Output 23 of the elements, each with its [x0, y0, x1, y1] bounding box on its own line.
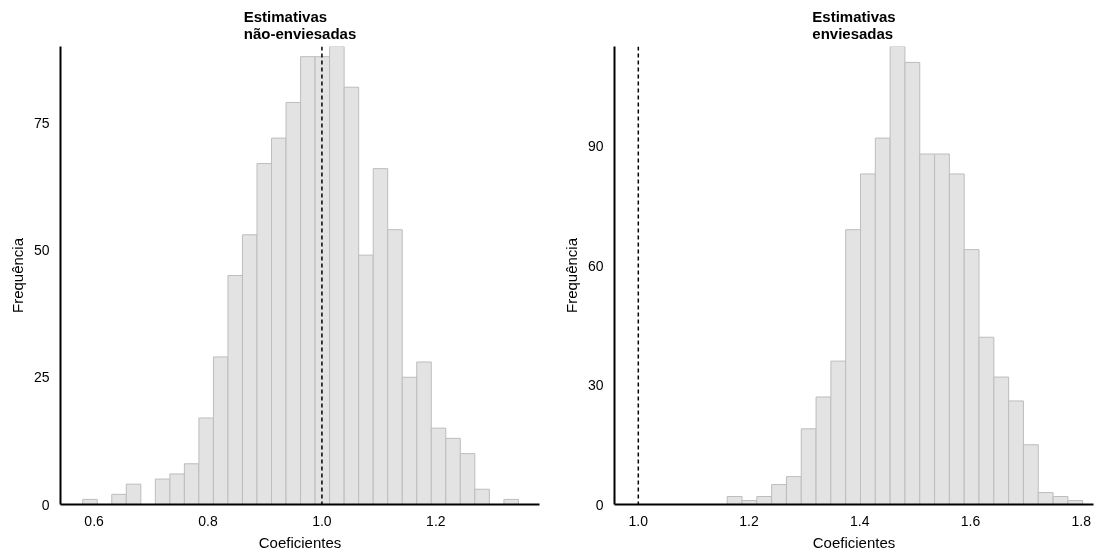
- y-tick-label: 30: [587, 377, 604, 394]
- x-tick-label: 1.0: [312, 512, 332, 529]
- x-axis-title: Coeficientes: [258, 533, 342, 551]
- x-tick-label: 1.6: [960, 512, 981, 529]
- x-axis-title: Coeficientes: [812, 533, 896, 551]
- chart-title: Estimativas enviesadas: [812, 7, 896, 42]
- y-tick-label: 75: [33, 114, 50, 131]
- y-tick-label: 25: [33, 369, 50, 386]
- x-tick-label: 1.2: [426, 512, 446, 529]
- x-tick-label: 1.2: [739, 512, 760, 529]
- x-tick-label: 0.8: [198, 512, 218, 529]
- x-tick-label: 1.4: [850, 512, 870, 529]
- y-tick-label: 50: [33, 242, 50, 259]
- y-axis-title: Frequência: [562, 237, 580, 314]
- x-tick-label: 1.0: [628, 512, 649, 529]
- y-tick-label: 60: [587, 257, 604, 274]
- y-tick-label: 0: [41, 496, 50, 513]
- y-tick-label: 90: [587, 138, 604, 155]
- x-tick-label: 1.8: [1071, 512, 1092, 529]
- y-tick-label: 0: [595, 496, 604, 513]
- x-tick-label: 0.6: [84, 512, 105, 529]
- y-axis-title: Frequência: [8, 237, 26, 314]
- chart-title: Estimativas não-enviesadas: [243, 7, 357, 42]
